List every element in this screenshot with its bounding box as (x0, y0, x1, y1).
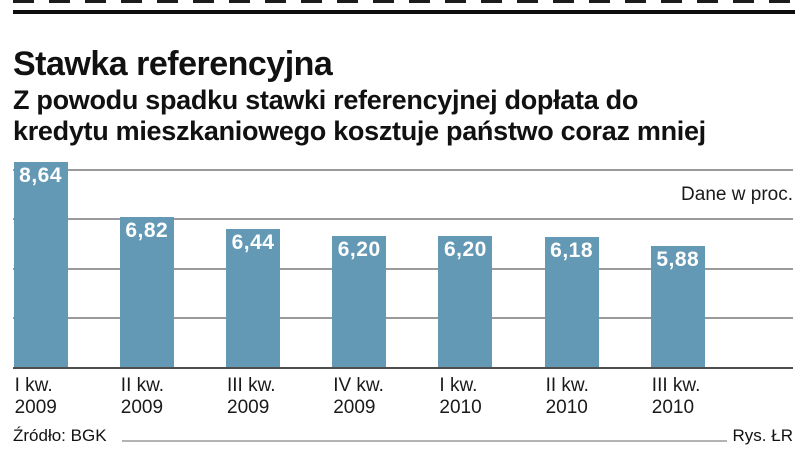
x-axis-label-line: II kw. (120, 375, 165, 396)
bar-value-label: 6,82 (125, 219, 169, 243)
x-axis-label-line: 2010 (439, 397, 482, 418)
x-axis-label-line: 2009 (14, 397, 57, 418)
bar: 5,88 (650, 245, 705, 367)
bar-value-label: 6,44 (231, 230, 275, 254)
x-axis-label-line: IV kw. (333, 375, 384, 396)
bar: 6,20 (332, 236, 387, 367)
bar-value-label: 8,64 (19, 164, 63, 187)
x-axis-label-line: II kw. (545, 375, 589, 396)
chart-subtitle-line1: Z powodu spadku stawki referencyjnej dop… (13, 85, 639, 115)
x-axis-label: II kw. 2010 (546, 375, 589, 419)
chart-subtitle: Z powodu spadku stawki referencyjnej dop… (13, 85, 706, 147)
x-axis-label-line: 2009 (333, 397, 376, 418)
footer-rule (122, 440, 727, 442)
plot-area: Dane w proc. 8,64 I kw. 2009 6,82 II kw. 2009… (13, 162, 793, 418)
bar: 6,44 (226, 228, 280, 367)
bar-value-label: 6,20 (443, 238, 487, 262)
gridline (13, 218, 793, 220)
gridline (13, 268, 793, 270)
bar: 6,18 (544, 236, 599, 367)
bar-value-label: 6,20 (337, 238, 381, 262)
gridline (13, 317, 793, 319)
x-axis-label: III kw. 2009 (227, 375, 276, 419)
bar: 6,82 (119, 217, 174, 367)
gridline (13, 169, 793, 171)
credit-label: Rys. ŁR (732, 426, 793, 445)
bar: 8,64 (13, 162, 68, 367)
unit-note: Dane w proc. (681, 184, 793, 205)
header-rule (13, 10, 795, 14)
top-dashed-rule (13, 0, 795, 3)
x-axis-label-line: 2009 (120, 397, 164, 418)
x-axis-label: IV kw. 2009 (333, 375, 384, 419)
chart-title: Stawka referencyjna (13, 44, 333, 83)
x-axis-label: II kw. 2009 (121, 375, 164, 419)
chart-subtitle-line2: kredytu mieszkaniowego kosztuje państwo … (13, 116, 706, 146)
source-label: Źródło: BGK (13, 426, 107, 445)
bar: 6,20 (438, 236, 493, 367)
x-axis-label: I kw. 2009 (15, 375, 57, 419)
x-axis-label: I kw. 2010 (439, 375, 481, 419)
bar-value-label: 6,18 (550, 238, 594, 262)
x-axis-label-line: I kw. (439, 375, 478, 396)
x-axis-label-line: III kw. (651, 375, 701, 396)
x-axis-label-line: 2010 (651, 397, 695, 418)
x-axis-label-line: III kw. (227, 375, 276, 396)
bar-value-label: 5,88 (656, 247, 700, 271)
x-axis-label-line: 2010 (545, 397, 588, 418)
x-axis-label-line: 2009 (227, 397, 270, 418)
x-axis-label: III kw. 2010 (652, 375, 701, 419)
x-axis-label-line: I kw. (14, 375, 53, 396)
